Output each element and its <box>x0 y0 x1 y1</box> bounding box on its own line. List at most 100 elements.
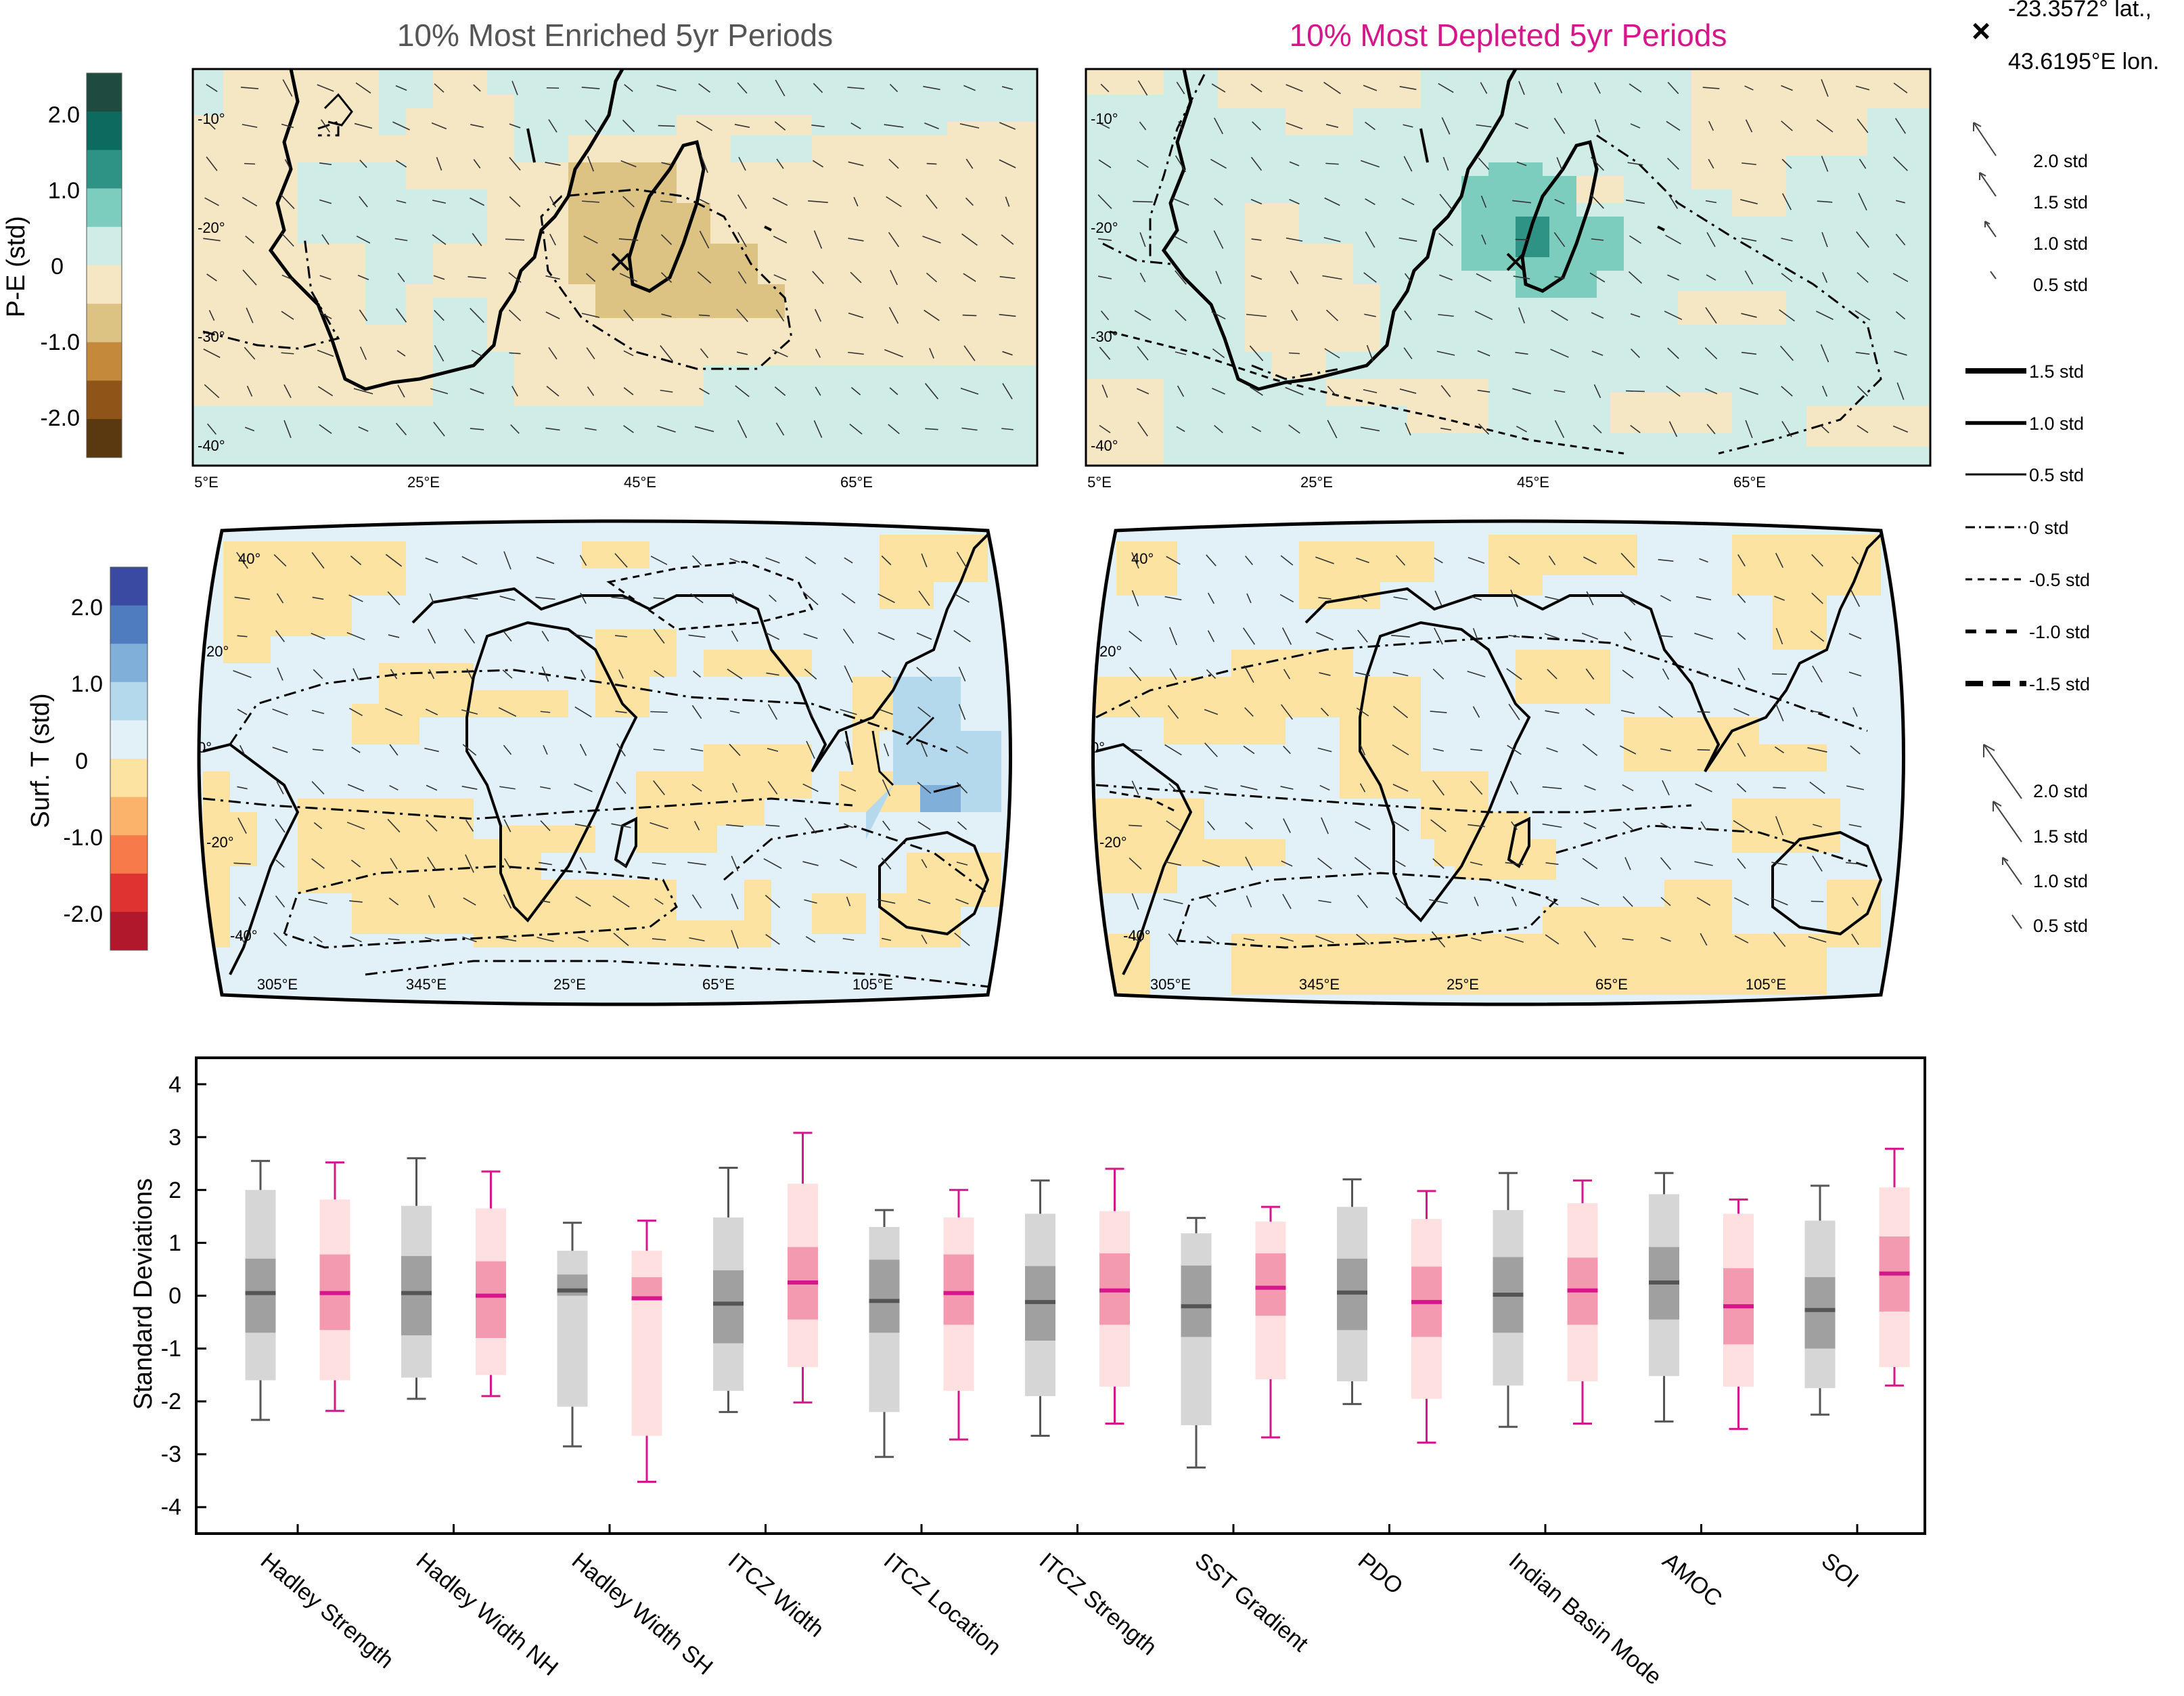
wind-vector <box>1129 937 1142 942</box>
wind-vector <box>1173 236 1188 244</box>
wind-vector <box>350 936 362 943</box>
category-labels: Hadley Strength Hadley Width NH Hadley W… <box>256 1548 1863 1690</box>
wind-vector <box>238 897 246 906</box>
vector-legend-label: 1.0 std <box>2033 871 2088 891</box>
wind-vector <box>1164 744 1182 756</box>
box-depleted <box>476 1170 506 1398</box>
wind-vector <box>312 596 324 600</box>
wind-vector <box>275 895 286 908</box>
wind-vector <box>917 707 931 717</box>
wind-vector <box>1518 307 1526 323</box>
wind-vector <box>888 307 899 324</box>
wind-vector <box>689 937 705 942</box>
wind-vector <box>246 307 254 323</box>
wind-vector <box>1315 556 1334 564</box>
wind-vector <box>1204 709 1219 715</box>
wind-vector <box>1582 744 1598 756</box>
wind-vector <box>581 87 600 89</box>
wind-vector <box>1317 747 1332 753</box>
wind-vector <box>963 345 976 361</box>
lon-tick: 25°E <box>407 474 440 491</box>
wind-vector <box>1515 122 1528 129</box>
wind-vector <box>1282 893 1292 910</box>
box-enriched <box>1337 1178 1367 1406</box>
wind-vector <box>346 822 365 830</box>
wind-vector <box>581 669 586 679</box>
wind-vector <box>1811 710 1823 714</box>
wind-vector <box>1771 862 1788 866</box>
wind-vector <box>273 932 288 947</box>
wind-vector <box>1325 162 1339 165</box>
wind-vector <box>1206 669 1216 679</box>
wind-vector <box>623 387 634 395</box>
wind-vector <box>767 704 778 720</box>
wind-vector <box>1321 817 1329 834</box>
wind-vector <box>1324 197 1340 206</box>
wind-vector <box>1594 119 1601 133</box>
wind-vector <box>954 933 970 946</box>
wind-vector <box>1246 313 1267 317</box>
wind-vector <box>1696 897 1711 906</box>
wind-vector <box>385 554 403 567</box>
wind-vector <box>358 426 369 432</box>
wind-vector <box>574 633 593 639</box>
lon-tick: 5°E <box>194 474 219 491</box>
wind-vector <box>1667 158 1679 170</box>
wind-vector <box>1434 557 1443 564</box>
wind-vector <box>877 899 896 904</box>
wind-vector <box>615 711 627 713</box>
wind-vector <box>1668 194 1679 209</box>
wind-vector <box>388 897 399 906</box>
category-label: Hadley Strength <box>256 1548 399 1674</box>
wind-vector <box>1556 83 1563 93</box>
wind-vector <box>1395 897 1406 906</box>
wind-vector <box>1593 424 1602 434</box>
wind-vector <box>1391 635 1410 638</box>
wind-vector <box>1733 897 1750 906</box>
wind-vector <box>660 272 673 283</box>
contour-legend-label: -0.5 std <box>2029 570 2090 590</box>
wind-vector <box>623 350 634 357</box>
wind-vector <box>1518 81 1525 95</box>
wind-vector <box>1439 194 1453 210</box>
wind-vector <box>508 309 522 321</box>
wind-vector <box>650 822 668 830</box>
wind-vector <box>920 742 928 757</box>
contour-legend-label: 1.0 std <box>2029 414 2084 434</box>
wind-vector <box>1812 855 1823 872</box>
wind-vector <box>1432 668 1444 680</box>
wind-vector <box>1430 819 1447 832</box>
site-marker: × <box>1972 14 1990 49</box>
pe-colorbar-tick: 1.0 <box>48 178 80 204</box>
wind-vector <box>465 820 474 832</box>
wind-vector <box>622 119 635 133</box>
wind-vector <box>618 669 624 679</box>
inner-box <box>713 1270 744 1343</box>
wind-vector <box>1290 309 1298 321</box>
wind-vector <box>1813 824 1822 828</box>
wind-vector <box>1737 742 1746 757</box>
wind-vector <box>1820 424 1829 434</box>
box-enriched <box>1025 1179 1055 1437</box>
lon-tick: 105°E <box>1746 976 1786 993</box>
wind-vector <box>916 632 932 640</box>
wind-vector <box>1781 158 1792 169</box>
wind-vector <box>805 936 816 943</box>
wind-vector <box>1660 595 1671 602</box>
wind-vector <box>1668 421 1678 437</box>
wind-vector <box>473 159 481 169</box>
wind-vector <box>727 669 743 679</box>
wind-vector <box>804 899 817 904</box>
wind-vector <box>1851 556 1859 564</box>
wind-vector <box>311 709 325 715</box>
wind-vector <box>308 899 328 904</box>
wind-vector <box>1175 270 1187 285</box>
inner-box <box>1804 1277 1836 1349</box>
wind-vector <box>846 896 851 907</box>
wind-vector <box>1356 557 1369 564</box>
pe-colorbar-swatch <box>87 380 122 420</box>
wind-vector <box>585 119 597 133</box>
temp-colorbar-tick: -1.0 <box>63 825 103 851</box>
wind-vector <box>1360 160 1380 168</box>
wind-vector <box>359 347 367 360</box>
